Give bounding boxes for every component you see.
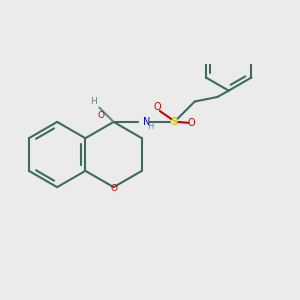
Text: H: H xyxy=(148,122,154,131)
Text: O: O xyxy=(153,102,161,112)
Text: O: O xyxy=(98,111,105,120)
Text: O: O xyxy=(110,184,117,194)
Text: N: N xyxy=(142,117,150,127)
Text: O: O xyxy=(188,118,195,128)
Text: H: H xyxy=(90,97,97,106)
Text: S: S xyxy=(171,117,178,127)
